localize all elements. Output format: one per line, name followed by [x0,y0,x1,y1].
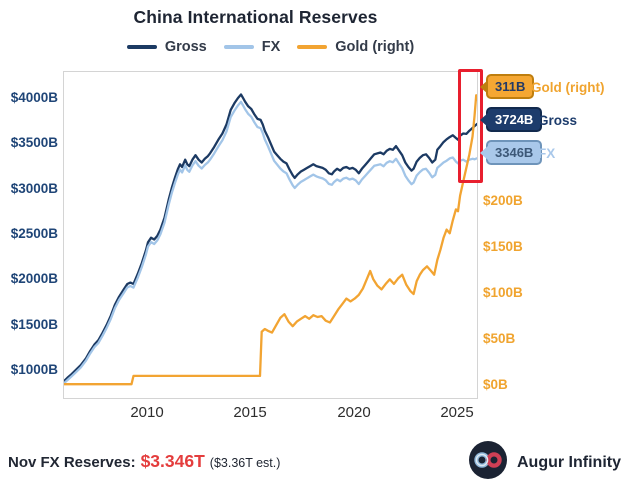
gold-tag-label: Gold (right) [531,80,605,95]
x-axis-tick: 2015 [233,404,267,421]
right-axis-tick: $100B [483,285,523,300]
left-axis-tick: $4000B [10,90,58,105]
x-axis-tick: 2020 [337,404,371,421]
line-chart [64,93,477,386]
footnote-value: $3.346T [140,451,205,471]
left-axis-tick: $2000B [10,271,58,286]
footnote-estimate: ($3.36T est.) [209,456,281,470]
series-line-gross [64,93,477,383]
gross-line-swatch-icon [126,45,157,49]
left-axis-tick: $1000B [10,362,58,377]
x-axis-tick: 2025 [440,404,474,421]
fx-value-tag: 3346B [486,140,543,165]
right-axis-tick: $50B [483,331,516,346]
gold-value-tag: 311B [486,74,535,99]
left-axis-tick: $3500B [10,135,58,150]
legend-label-gross: Gross [164,39,207,55]
right-axis-tick: $150B [483,239,523,254]
chart-title: China International Reserves [133,7,378,27]
brand-name: Augur Infinity [517,453,621,471]
legend-label-gold: Gold (right) [335,39,415,55]
gross-tag-label: Gross [538,113,578,128]
left-axis-tick: $1500B [10,317,58,332]
fx-tag-label: FX [538,146,556,161]
plot-area [63,71,478,399]
chart-legend: Gross FX Gold (right) [63,39,478,55]
legend-label-fx: FX [261,39,281,55]
series-line-fx [64,100,477,385]
left-axis-tick: $3000B [10,181,58,196]
fx-line-swatch-icon [223,45,254,49]
brand: Augur Infinity [468,440,621,485]
right-axis-tick: $200B [483,193,523,208]
gold-line-swatch-icon [297,45,328,49]
legend-item-gross: Gross [126,39,207,55]
right-axis-tick: $0B [483,377,508,392]
left-axis-tick: $2500B [10,226,58,241]
infinity-logo-icon [468,440,508,485]
series-line-gold-right- [64,94,477,386]
gross-value-tag: 3724B [486,107,543,132]
footnote-label: Nov FX Reserves: [8,454,136,471]
x-axis-tick: 2010 [130,404,164,421]
footnote: Nov FX Reserves: $3.346T ($3.36T est.) [8,451,280,472]
legend-item-fx: FX [223,39,281,55]
legend-item-gold: Gold (right) [297,39,414,55]
